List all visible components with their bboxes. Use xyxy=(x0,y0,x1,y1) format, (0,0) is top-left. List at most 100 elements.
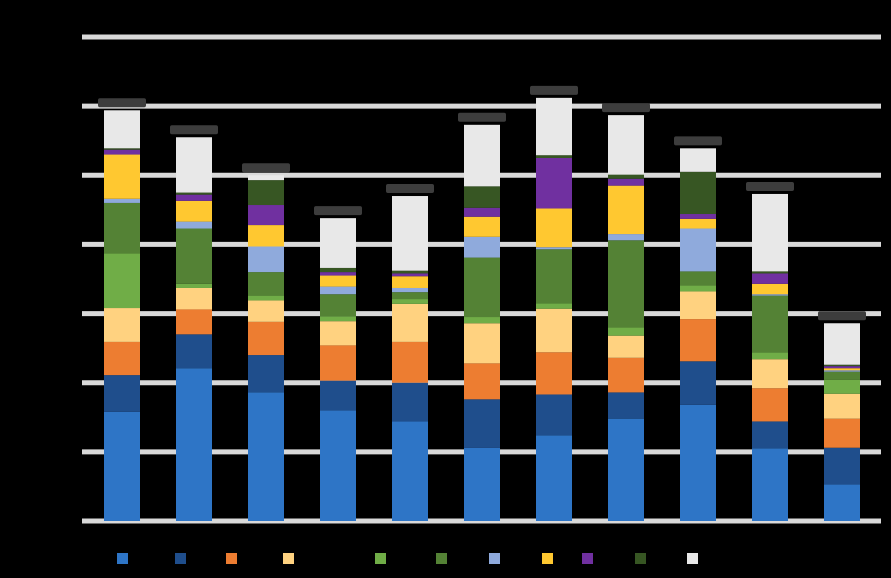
bar-segment xyxy=(752,359,788,389)
bar-segment xyxy=(608,357,644,393)
bar-segment xyxy=(464,323,500,364)
legend-swatch xyxy=(436,553,447,564)
bar-segment xyxy=(392,270,428,274)
bar-segment xyxy=(392,196,428,271)
total-marker xyxy=(602,103,650,113)
bar-segment xyxy=(248,246,284,273)
bars xyxy=(104,97,860,521)
bar-segment xyxy=(536,308,572,353)
bar-segment xyxy=(320,294,356,317)
bar-segment xyxy=(464,216,500,237)
legend-swatch xyxy=(175,553,186,564)
bar-segment xyxy=(464,399,500,448)
bar-segment xyxy=(248,295,284,301)
bar-segment xyxy=(680,148,716,172)
total-marker xyxy=(242,163,290,173)
bar-segment xyxy=(104,148,140,150)
bar-segment xyxy=(608,174,644,179)
legend xyxy=(117,553,698,564)
bar-segment xyxy=(608,392,644,419)
bar-segment xyxy=(680,218,716,229)
bar-segment xyxy=(608,240,644,328)
bar-segment xyxy=(536,249,572,304)
bar-segment xyxy=(392,303,428,342)
bar-segment xyxy=(536,247,572,250)
bar-segment xyxy=(392,299,428,304)
total-marker xyxy=(674,136,722,146)
bar-segment xyxy=(536,158,572,209)
legend-swatch xyxy=(635,553,646,564)
bar-segment xyxy=(608,234,644,241)
total-marker xyxy=(170,125,218,135)
total-marker xyxy=(818,311,866,321)
total-marker xyxy=(458,112,506,122)
bar-segment xyxy=(392,382,428,422)
bar-segment xyxy=(248,180,284,206)
bar-segment xyxy=(608,335,644,358)
bar-segment xyxy=(176,287,212,310)
bar-segment xyxy=(608,178,644,186)
bar-segment xyxy=(104,253,140,309)
bar-segment xyxy=(392,276,428,288)
bar-segment xyxy=(824,371,860,380)
bar-segment xyxy=(248,355,284,393)
bar-segment xyxy=(104,202,140,254)
bar-segment xyxy=(752,283,788,295)
bar-segment xyxy=(176,200,212,222)
bar-segment xyxy=(320,380,356,411)
bar-segment xyxy=(392,292,428,300)
bar-segment xyxy=(320,345,356,381)
bar-segment xyxy=(392,341,428,383)
bar-segment xyxy=(176,228,212,284)
bar-segment xyxy=(176,221,212,229)
bar-segment xyxy=(248,392,284,521)
bar-segment xyxy=(824,379,860,394)
bar-segment xyxy=(176,309,212,335)
bar-segment xyxy=(464,447,500,521)
total-marker xyxy=(746,181,794,191)
legend-swatch xyxy=(582,553,593,564)
bar-segment xyxy=(824,323,860,365)
bar-segment xyxy=(608,327,644,336)
legend-swatch xyxy=(375,553,386,564)
bar-segment xyxy=(248,225,284,247)
bar-segment xyxy=(536,303,572,309)
bar-segment xyxy=(824,484,860,521)
bar-segment xyxy=(536,208,572,248)
bar-segment xyxy=(320,321,356,346)
bar-segment xyxy=(680,291,716,320)
bar-segment xyxy=(320,267,356,273)
bar-segment xyxy=(824,370,860,372)
bar-segment xyxy=(104,411,140,521)
bar-segment xyxy=(320,218,356,268)
bar-segment xyxy=(752,294,788,296)
bar-segment xyxy=(824,368,860,371)
bar-segment xyxy=(176,137,212,193)
bar-segment xyxy=(464,186,500,208)
bar-segment xyxy=(464,317,500,324)
bar-segment xyxy=(752,448,788,521)
bar-segment xyxy=(680,228,716,272)
bar-segment xyxy=(680,214,716,219)
bar-segment xyxy=(680,271,716,286)
bar-segment xyxy=(464,363,500,400)
bar-segment xyxy=(752,352,788,360)
bar-segment xyxy=(320,316,356,322)
bar-segment xyxy=(104,110,140,149)
bar-segment xyxy=(752,273,788,284)
bar-segment xyxy=(536,394,572,436)
bar-segment xyxy=(680,361,716,405)
bar-segment xyxy=(248,272,284,296)
bar-segment xyxy=(752,421,788,449)
legend-swatch xyxy=(226,553,237,564)
legend-swatch xyxy=(687,553,698,564)
total-marker xyxy=(314,206,362,216)
bar-segment xyxy=(248,175,284,181)
bar-segment xyxy=(176,192,212,195)
legend-swatch xyxy=(542,553,553,564)
bar-segment xyxy=(680,285,716,292)
bar-segment xyxy=(752,295,788,353)
bar-segment xyxy=(104,308,140,342)
bar-segment xyxy=(608,185,644,235)
